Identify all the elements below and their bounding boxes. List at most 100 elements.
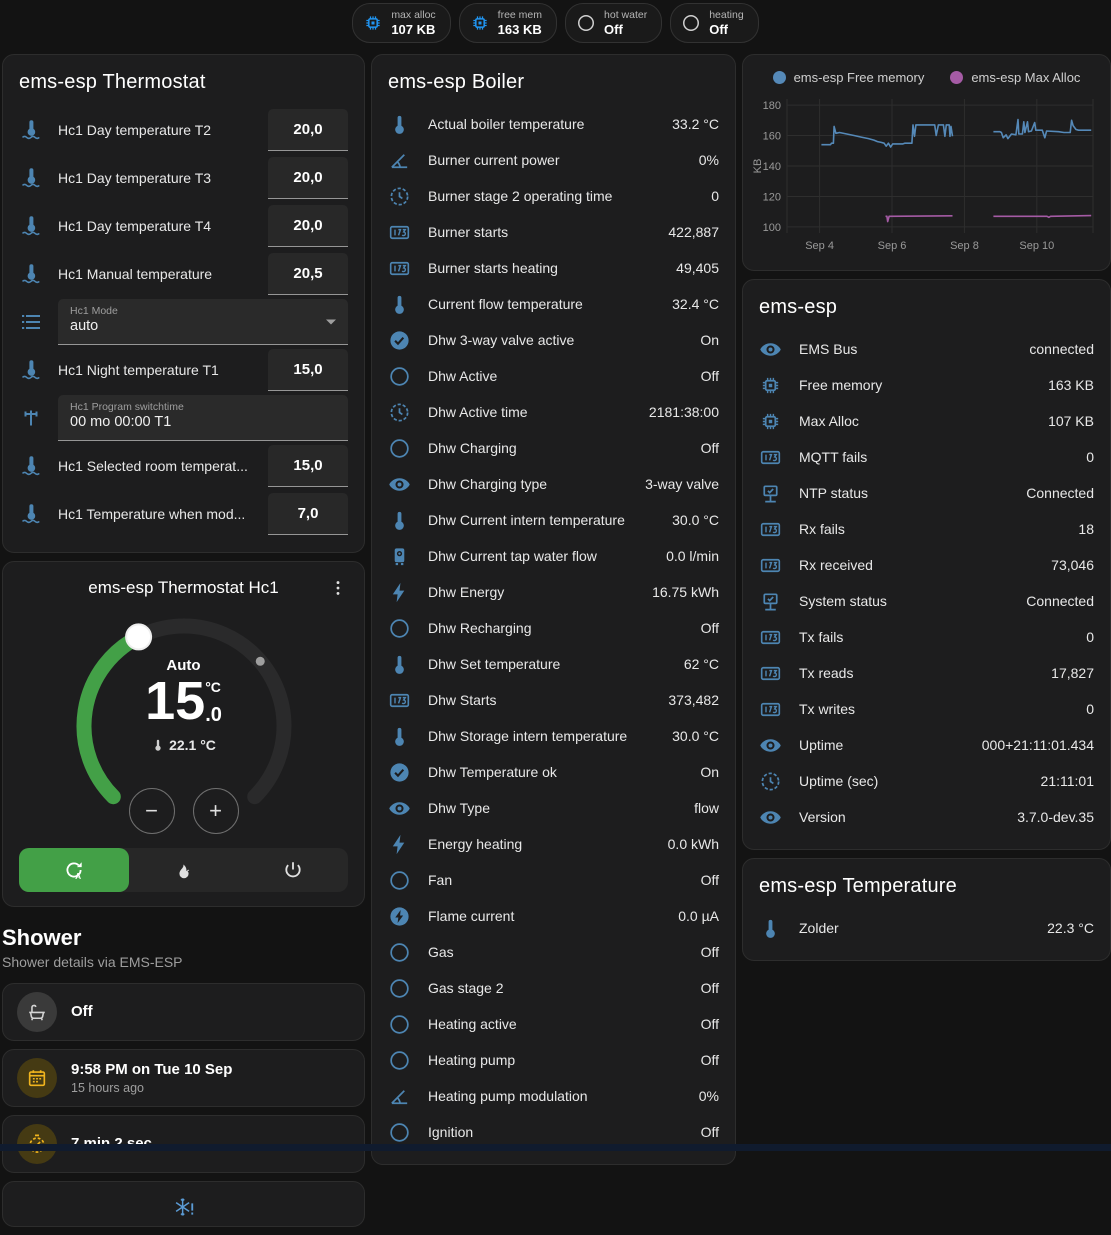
thermostat-rows: Hc1 Day temperature T2 20,0 Hc1 Day temper… bbox=[19, 106, 348, 538]
shower-card-9-58-pm-on-tue-10-sep[interactable]: 9:58 PM on Tue 10 Sep 15 hours ago bbox=[2, 1049, 365, 1107]
increase-temp-button[interactable]: + bbox=[192, 788, 239, 834]
hvac-mode-power-button[interactable] bbox=[238, 848, 348, 892]
chip-icon bbox=[759, 374, 782, 397]
entity-row-dhw-active-time[interactable]: Dhw Active time 2181:38:00 bbox=[388, 394, 719, 430]
badge-max-alloc[interactable]: max alloc 107 KB bbox=[352, 2, 451, 44]
entity-row-dhw-starts[interactable]: Dhw Starts 373,482 bbox=[388, 682, 719, 718]
coolant-thermometer-icon bbox=[19, 358, 43, 382]
entity-row-dhw-recharging[interactable]: Dhw Recharging Off bbox=[388, 610, 719, 646]
entity-row-fan[interactable]: Fan Off bbox=[388, 862, 719, 898]
entity-label: Uptime (sec) bbox=[799, 773, 879, 789]
lightning-icon bbox=[388, 833, 411, 856]
coolant-thermometer-icon bbox=[19, 166, 43, 190]
entity-row-energy-heating[interactable]: Energy heating 0.0 kWh bbox=[388, 826, 719, 862]
entity-row-dhw-current-intern-temperature[interactable]: Dhw Current intern temperature 30.0 °C bbox=[388, 502, 719, 538]
memory-chart-card: ems-esp Free memory ems-esp Max Alloc 100… bbox=[742, 54, 1111, 271]
entity-row-rx-received[interactable]: Rx received 73,046 bbox=[759, 547, 1094, 583]
entity-row-max-alloc[interactable]: Max Alloc 107 KB bbox=[759, 403, 1094, 439]
entity-row-dhw-active[interactable]: Dhw Active Off bbox=[388, 358, 719, 394]
entity-row-uptime-sec[interactable]: Uptime (sec) 21:11:01 bbox=[759, 763, 1094, 799]
number-input-hc1-manual-temperature[interactable]: 20,5 bbox=[268, 253, 348, 295]
dial-knob[interactable] bbox=[125, 623, 153, 651]
entity-row-ntp-status[interactable]: NTP status Connected bbox=[759, 475, 1094, 511]
field-value: auto bbox=[70, 318, 99, 334]
entity-row-heating-active[interactable]: Heating active Off bbox=[388, 1006, 719, 1042]
entity-row-flame-current[interactable]: Flame current 0.0 µA bbox=[388, 898, 719, 934]
status-card: ems-esp EMS Bus connected Free memory 163 K… bbox=[742, 279, 1111, 850]
number-input-hc1-night-temperature-t1[interactable]: 15,0 bbox=[268, 349, 348, 391]
dial-gauge[interactable] bbox=[19, 604, 349, 830]
entity-row-ignition[interactable]: Ignition Off bbox=[388, 1114, 719, 1150]
entity-row-dhw-charging-type[interactable]: Dhw Charging type 3-way valve bbox=[388, 466, 719, 502]
badge-heating[interactable]: heating Off bbox=[670, 2, 759, 44]
shower-card-subtitle: 15 hours ago bbox=[71, 1080, 144, 1095]
entity-row-heating-pump[interactable]: Heating pump Off bbox=[388, 1042, 719, 1078]
more-options-icon[interactable] bbox=[328, 578, 348, 598]
entity-value: Off bbox=[700, 944, 719, 960]
entity-row-dhw-energy[interactable]: Dhw Energy 16.75 kWh bbox=[388, 574, 719, 610]
badge-free-mem[interactable]: free mem 163 KB bbox=[458, 2, 558, 44]
entity-row-free-memory[interactable]: Free memory 163 KB bbox=[759, 367, 1094, 403]
entity-value: 0% bbox=[698, 1088, 719, 1104]
boiler-rows: Actual boiler temperature 33.2 °C Burner c… bbox=[388, 106, 719, 1150]
entity-row-dhw-type[interactable]: Dhw Type flow bbox=[388, 790, 719, 826]
entity-row-uptime[interactable]: Uptime 000+21:11:01.434 bbox=[759, 727, 1094, 763]
circle-icon bbox=[388, 869, 411, 892]
entity-row-dhw-storage-intern-temperature[interactable]: Dhw Storage intern temperature 30.0 °C bbox=[388, 718, 719, 754]
entity-row-ems-bus[interactable]: EMS Bus connected bbox=[759, 331, 1094, 367]
entity-label: Hc1 Night temperature T1 bbox=[58, 362, 219, 378]
entity-row-heating-pump-modulation[interactable]: Heating pump modulation 0% bbox=[388, 1078, 719, 1114]
entity-row-actual-boiler-temperature[interactable]: Actual boiler temperature 33.2 °C bbox=[388, 106, 719, 142]
shower-card-snowflake-alert[interactable] bbox=[2, 1181, 365, 1227]
clock-icon bbox=[388, 185, 411, 208]
entity-row-gas-stage-2[interactable]: Gas stage 2 Off bbox=[388, 970, 719, 1006]
entity-row-tx-reads[interactable]: Tx reads 17,827 bbox=[759, 655, 1094, 691]
entity-row-zolder[interactable]: Zolder 22.3 °C bbox=[759, 910, 1094, 946]
entity-row-current-flow-temperature[interactable]: Current flow temperature 32.4 °C bbox=[388, 286, 719, 322]
entity-value: 0 bbox=[1086, 701, 1094, 717]
svg-text:100: 100 bbox=[763, 222, 781, 234]
entity-row-burner-starts[interactable]: Burner starts 422,887 bbox=[388, 214, 719, 250]
legend-ems-esp-free-memory[interactable]: ems-esp Free memory bbox=[772, 70, 924, 85]
entity-row-tx-writes[interactable]: Tx writes 0 bbox=[759, 691, 1094, 727]
entity-row-version[interactable]: Version 3.7.0-dev.35 bbox=[759, 799, 1094, 835]
thermometer-icon bbox=[759, 917, 782, 940]
number-input-hc1-selected-room-temperat[interactable]: 15,0 bbox=[268, 445, 348, 487]
entity-row-dhw-temperature-ok[interactable]: Dhw Temperature ok On bbox=[388, 754, 719, 790]
entity-row-dhw-charging[interactable]: Dhw Charging Off bbox=[388, 430, 719, 466]
number-input-hc1-temperature-when-mod[interactable]: 7,0 bbox=[268, 493, 348, 535]
hvac-mode-flame-button[interactable] bbox=[129, 848, 239, 892]
entity-row-burner-stage-2-operating-time[interactable]: Burner stage 2 operating time 0 bbox=[388, 178, 719, 214]
circle-icon bbox=[388, 1121, 411, 1144]
hvac-mode-auto-button[interactable]: A bbox=[19, 848, 129, 892]
entity-row-mqtt-fails[interactable]: MQTT fails 0 bbox=[759, 439, 1094, 475]
decrease-temp-button[interactable]: − bbox=[128, 788, 175, 834]
dashboard-grid: ems-esp Thermostat Hc1 Day temperature T… bbox=[2, 54, 1111, 1235]
badge-hot-water[interactable]: hot water Off bbox=[565, 2, 663, 44]
number-input-hc1-day-temperature-t4[interactable]: 20,0 bbox=[268, 205, 348, 247]
entity-label: Dhw Current tap water flow bbox=[428, 548, 597, 564]
entity-row-hc1-temperature-when-mod: Hc1 Temperature when mod... 7,0 bbox=[19, 490, 348, 538]
entity-row-dhw-current-tap-water-flow[interactable]: Dhw Current tap water flow 0.0 l/min bbox=[388, 538, 719, 574]
number-input-hc1-day-temperature-t2[interactable]: 20,0 bbox=[268, 109, 348, 151]
entity-row-rx-fails[interactable]: Rx fails 18 bbox=[759, 511, 1094, 547]
entity-row-dhw-set-temperature[interactable]: Dhw Set temperature 62 °C bbox=[388, 646, 719, 682]
entity-row-burner-starts-heating[interactable]: Burner starts heating 49,405 bbox=[388, 250, 719, 286]
text-input-hc1-program-switchtime[interactable]: Hc1 Program switchtime 00 mo 00:00 T1 bbox=[58, 395, 348, 441]
select-hc1-mode[interactable]: Hc1 Mode auto bbox=[58, 299, 348, 345]
entity-row-burner-current-power[interactable]: Burner current power 0% bbox=[388, 142, 719, 178]
check-circle-icon bbox=[388, 761, 411, 784]
dial-card-title: ems-esp Thermostat Hc1 bbox=[88, 578, 279, 597]
series-ems-esp-max-alloc bbox=[993, 214, 1092, 219]
entity-row-tx-fails[interactable]: Tx fails 0 bbox=[759, 619, 1094, 655]
entity-row-gas[interactable]: Gas Off bbox=[388, 934, 719, 970]
number-input-hc1-day-temperature-t3[interactable]: 20,0 bbox=[268, 157, 348, 199]
entity-row-dhw-3-way-valve-active[interactable]: Dhw 3-way valve active On bbox=[388, 322, 719, 358]
field-label: Hc1 Program switchtime bbox=[70, 401, 184, 413]
legend-ems-esp-max-alloc[interactable]: ems-esp Max Alloc bbox=[950, 70, 1080, 85]
shower-card-off[interactable]: Off bbox=[2, 983, 365, 1041]
entity-row-system-status[interactable]: System status Connected bbox=[759, 583, 1094, 619]
entity-label: Gas bbox=[428, 944, 454, 960]
counter-icon bbox=[759, 518, 782, 541]
entity-value: connected bbox=[1029, 341, 1094, 357]
